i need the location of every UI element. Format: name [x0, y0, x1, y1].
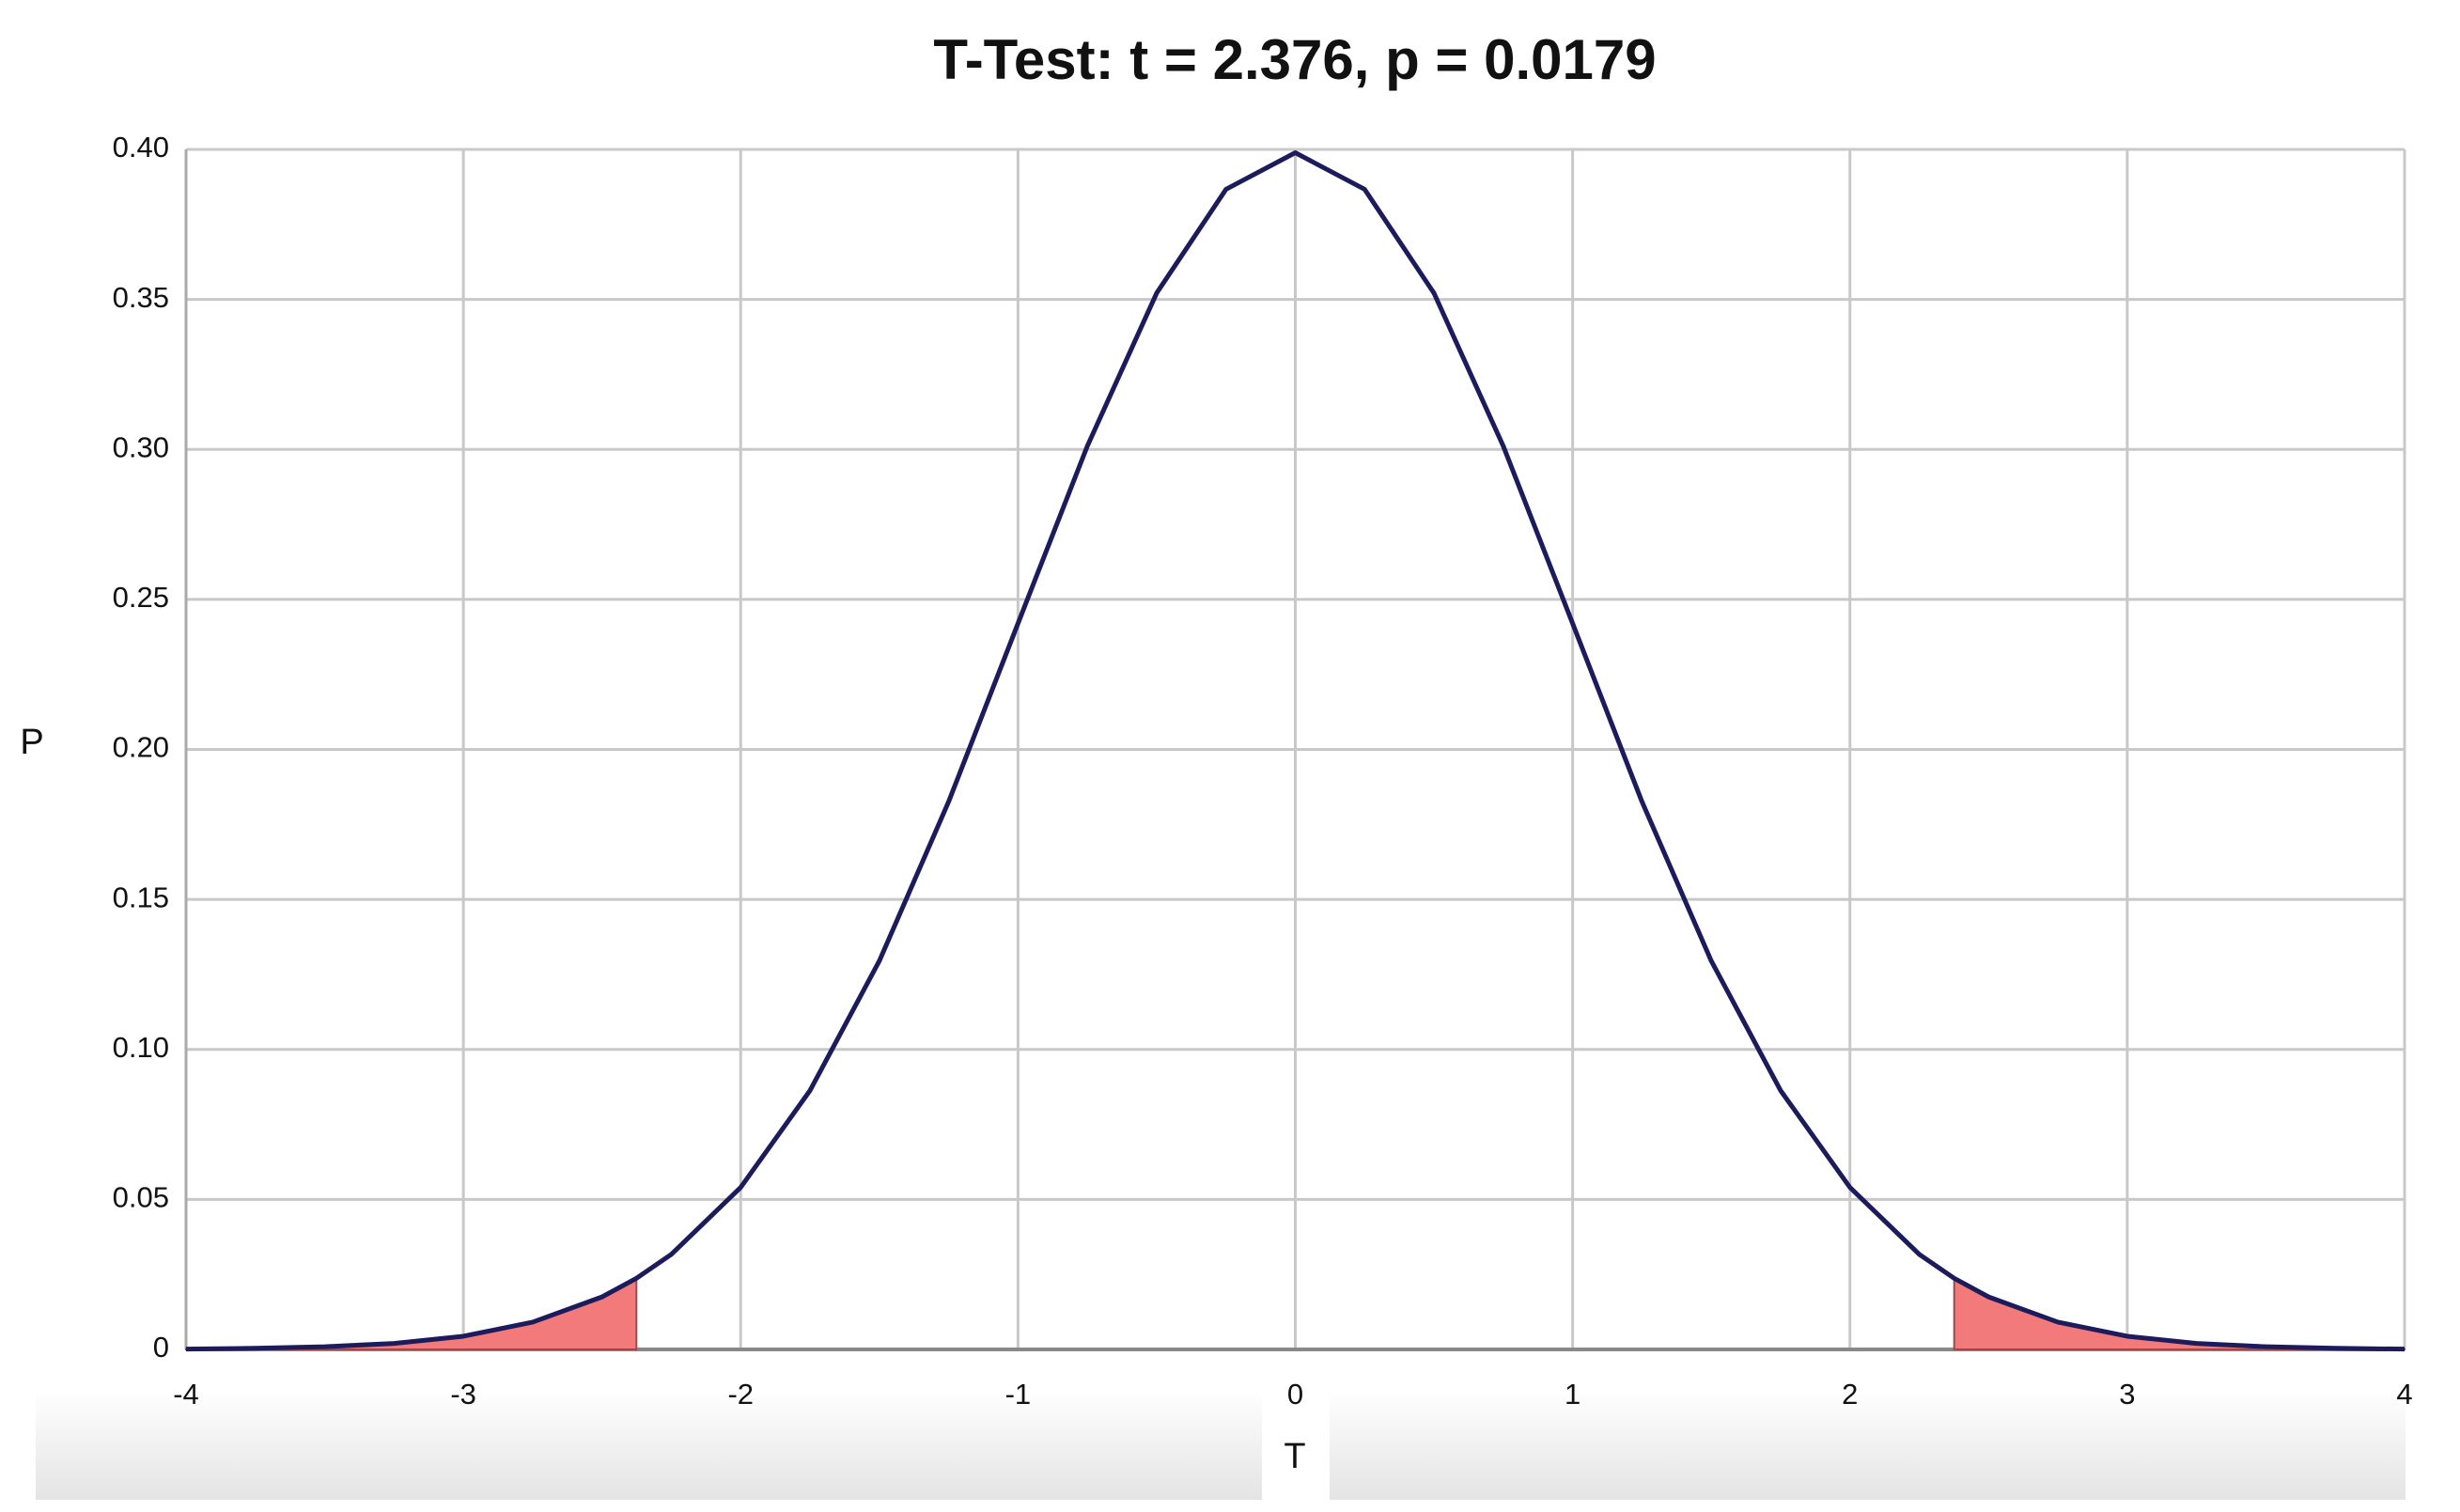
footer-band	[1330, 1389, 2406, 1500]
y-tick-label: 0.40	[113, 131, 169, 164]
y-tick-label: 0.20	[113, 731, 169, 764]
y-tick-label: 0.35	[113, 281, 169, 314]
y-tick-label: 0.25	[113, 581, 169, 614]
x-tick-label: 2	[1842, 1378, 1858, 1411]
y-tick-label: 0.05	[113, 1181, 169, 1214]
x-tick-label: 3	[2119, 1378, 2135, 1411]
x-tick-label: -3	[450, 1378, 476, 1411]
x-axis-title: T	[1284, 1437, 1305, 1476]
curve	[185, 150, 2406, 1352]
x-tick-label: 0	[1287, 1378, 1303, 1411]
y-tick-label: 0.15	[113, 881, 169, 913]
x-tick-label: 4	[2396, 1378, 2412, 1411]
x-tick-label: 1	[1565, 1378, 1580, 1411]
y-tick-label: 0.10	[113, 1031, 169, 1064]
x-tick-label: -2	[727, 1378, 754, 1411]
y-axis-title: P	[20, 723, 43, 762]
x-tick-label: -4	[173, 1378, 199, 1411]
y-tick-label: 0.30	[113, 430, 169, 463]
chart-title: T-Test: t = 2.376, p = 0.0179	[933, 28, 1656, 91]
x-tick-label: -1	[1005, 1378, 1032, 1411]
y-tick-label: 0	[153, 1331, 169, 1364]
footer-band	[36, 1389, 1262, 1500]
